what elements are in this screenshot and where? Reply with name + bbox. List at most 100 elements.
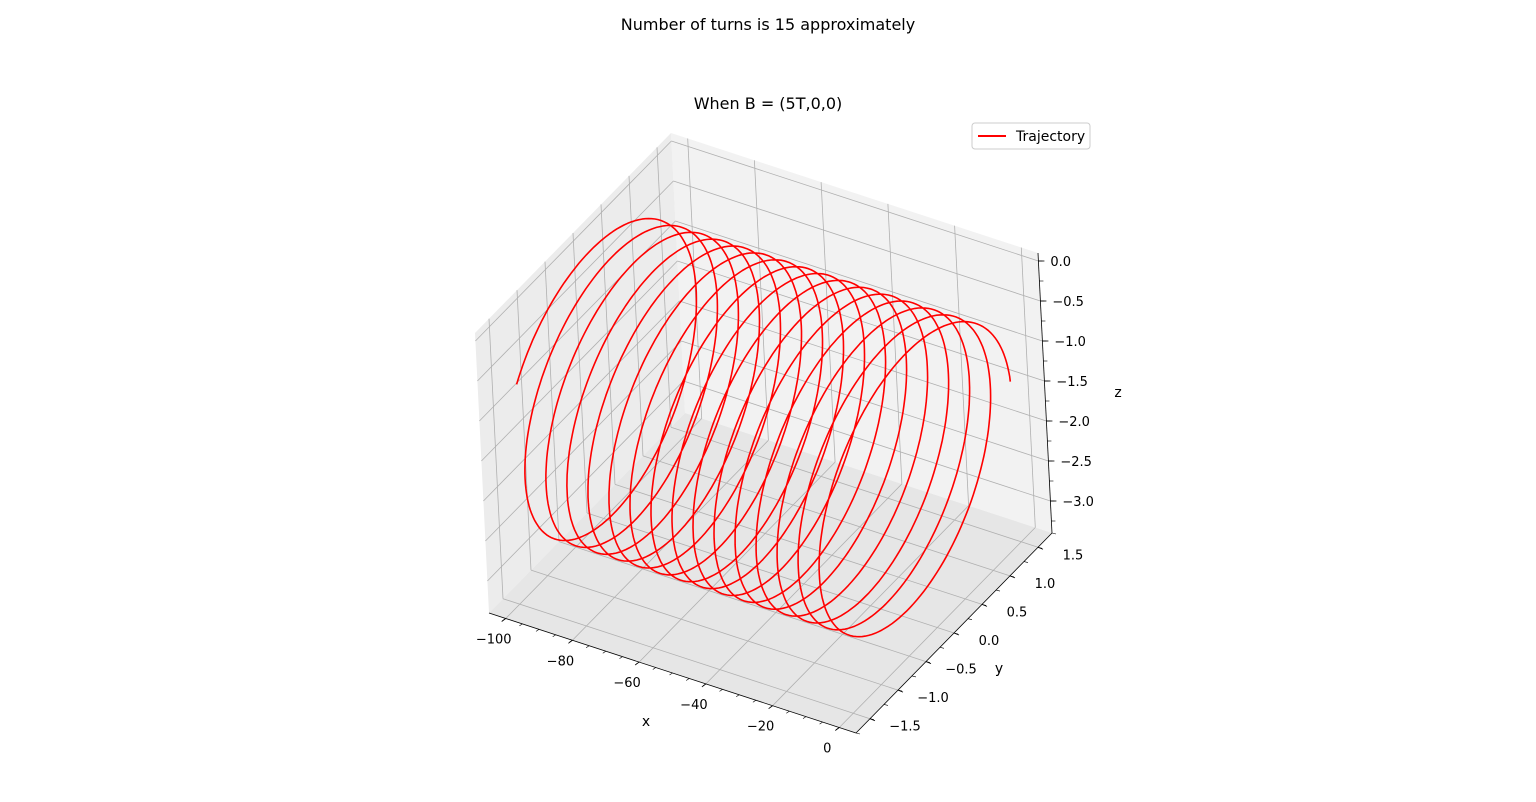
z-tick-label: −1.0 [1054,335,1086,350]
grid-line-z-left [477,180,674,382]
x-tick-label: −40 [680,698,707,713]
x-tick-label: −20 [747,720,774,735]
grid-line-y-floor [530,569,899,691]
legend-frame [971,122,1091,150]
grid-line-z-back [675,220,1043,342]
x-minor-tick [502,618,506,621]
grid-line-x-back [820,182,836,463]
x-minor-tick [702,683,707,687]
legend-label-trajectory: Trajectory [1015,129,1085,145]
y-minor-tick [981,604,987,606]
x-minor-tick [769,705,773,708]
y-minor-tick [1009,575,1015,578]
figure-suptitle: Number of turns is 15 approximately [621,15,915,34]
y-tick-label: 0.5 [1007,605,1028,620]
y-minor-tick [939,647,945,649]
x-minor-tick [752,700,757,703]
x-minor-tick [569,640,573,643]
y-minor-tick [855,732,861,735]
y-minor-tick [1051,532,1057,535]
x-minor-tick [635,661,640,665]
z-tick-label: −2.0 [1058,415,1090,430]
grid-line-y-left [656,147,672,428]
x-minor-tick [786,710,790,714]
x-minor-tick [802,716,807,719]
x-minor-tick [602,650,606,654]
pane-back [671,133,1052,533]
back-pane [671,133,1052,533]
x-tick-label: 0 [823,742,831,757]
grid-line-x-back [1020,247,1036,528]
y-axis-label: y [995,661,1003,677]
x-axis-label: x [642,714,650,730]
y-tick-label: −0.5 [945,663,977,678]
x-minor-tick [669,672,673,676]
x-minor-tick [736,694,740,698]
grid-line-y-floor [586,512,955,634]
x-minor-tick [719,689,723,692]
x-tick-label: −80 [547,654,574,669]
grid-line-z-back [671,140,1039,262]
z-tick-label: −3.0 [1062,495,1094,510]
x-tick-label: −60 [613,676,640,691]
grid-line-y-left [516,290,532,571]
grid-line-y-left [488,318,504,599]
grid-line-x-back [887,203,903,484]
z-axis-line [1037,252,1053,534]
y-minor-tick [911,675,917,678]
x-minor-tick [819,721,823,725]
z-tick-label: −2.5 [1060,455,1092,470]
grid-line-y-left [572,232,588,514]
trajectory-series [515,217,1012,638]
grid-line-y-left [600,204,616,485]
z-tick-label: −1.5 [1056,375,1088,390]
z-axis: z −3.0 −2.5 −2.0 −1.5 −1.0 −0.5 0.0 [1038,255,1122,522]
axes3d: x −100−80−60−40−200 y −1.5−1.0−0.50.00.5… [475,133,1122,757]
trajectory-line [515,217,1012,638]
z-axis-label: z [1114,385,1121,401]
y-minor-tick [869,718,875,720]
x-minor-tick [686,678,690,681]
grid-line-y-floor [558,541,927,662]
z-tick-label: −0.5 [1052,295,1084,310]
y-minor-tick [925,661,931,663]
y-minor-tick [897,689,903,692]
grid-line-z-back [679,300,1047,422]
y-minor-tick [883,704,889,706]
x-minor-tick [552,634,556,638]
grid-line-x-back [954,225,969,506]
chart-title: When B = (5T,0,0) [694,94,843,113]
y-minor-tick [1037,547,1043,549]
y-minor-tick [1023,561,1029,563]
y-tick-label: −1.5 [889,720,921,735]
y-tick-label: 0.0 [979,634,1000,649]
legend: Trajectory [971,122,1091,150]
grid-line-z-left [481,260,678,462]
y-minor-tick [995,589,1001,592]
x-tick-label: −100 [476,633,512,648]
y-minor-tick [953,632,959,635]
grid-line-z-back [683,380,1051,502]
y-tick-label: 1.0 [1035,577,1056,592]
grid-line-z-left [487,380,684,582]
grid-line-y-left [544,261,560,542]
x-minor-tick [619,656,623,659]
x-minor-tick [652,667,656,670]
grid-line-y-floor [642,455,1011,577]
y-axis: y −1.5 −1.0 −0.50.0 0.5 1.0 1.5 [855,532,1084,735]
x-minor-tick [836,727,840,730]
x-minor-tick [585,645,590,648]
x-minor-tick [519,623,523,627]
grid-line-z-back [673,180,1041,302]
x-minor-tick [535,629,540,632]
grid-line-x-back [754,160,769,441]
z-tick-label: 0.0 [1050,255,1071,270]
grid-line-z-left [475,140,672,342]
y-tick-label: −1.0 [917,691,949,706]
y-tick-label: 1.5 [1063,548,1084,563]
grid-line-z-left [485,340,682,542]
grid-line-y-floor [502,598,871,720]
x-axis: x −100 −80 −60 −40 −20 0 [476,618,840,757]
y-minor-tick [967,618,973,620]
